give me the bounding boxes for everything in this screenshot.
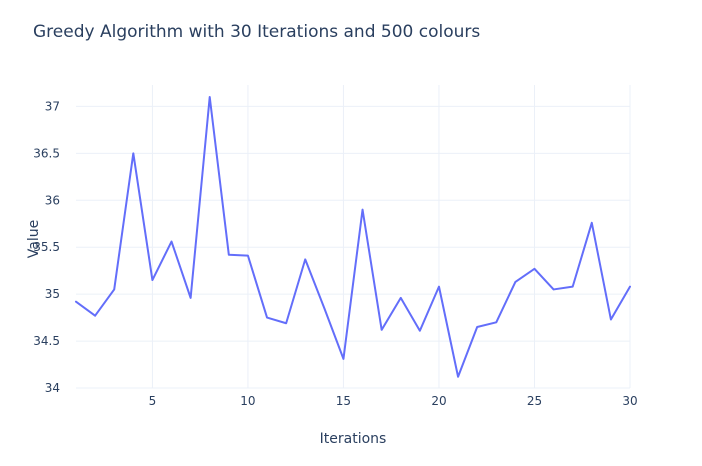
series-layer — [72, 93, 634, 381]
data-point[interactable] — [91, 312, 99, 320]
data-point[interactable] — [569, 283, 577, 291]
x-axis-ticks: 5 10 15 20 25 30 — [149, 394, 638, 408]
data-point[interactable] — [168, 238, 176, 246]
data-point[interactable] — [492, 318, 500, 326]
data-point[interactable] — [511, 278, 519, 286]
y-tick-label: 34.5 — [33, 334, 60, 348]
data-point[interactable] — [550, 285, 558, 293]
grid — [76, 85, 631, 389]
x-tick-label: 10 — [240, 394, 255, 408]
y-axis-ticks: 34 34.5 35 35.5 36 36.5 37 — [33, 99, 60, 395]
data-point[interactable] — [473, 323, 481, 331]
x-tick-label: 25 — [527, 394, 542, 408]
x-tick-label: 20 — [431, 394, 446, 408]
y-tick-label: 36.5 — [33, 146, 60, 160]
data-point[interactable] — [454, 373, 462, 381]
data-point[interactable] — [72, 298, 80, 306]
y-tick-label: 37 — [45, 99, 60, 113]
data-point[interactable] — [187, 294, 195, 302]
data-point[interactable] — [607, 315, 615, 323]
y-axis-title: Value — [26, 220, 42, 258]
x-axis-title: Iterations — [320, 431, 387, 447]
data-point[interactable] — [339, 355, 347, 363]
x-tick-label: 5 — [149, 394, 157, 408]
data-point[interactable] — [301, 255, 309, 263]
data-point[interactable] — [282, 319, 290, 327]
y-tick-label: 35 — [45, 287, 60, 301]
y-tick-label: 36 — [45, 193, 60, 207]
data-point[interactable] — [320, 304, 328, 312]
data-point[interactable] — [206, 93, 214, 101]
series-line — [75, 96, 631, 378]
data-point[interactable] — [626, 283, 634, 291]
data-point[interactable] — [378, 326, 386, 334]
data-point[interactable] — [530, 265, 538, 273]
data-point[interactable] — [244, 252, 252, 260]
data-point[interactable] — [588, 219, 596, 227]
data-point[interactable] — [148, 276, 156, 284]
data-point[interactable] — [129, 149, 137, 157]
data-point[interactable] — [225, 251, 233, 259]
data-point[interactable] — [416, 327, 424, 335]
x-tick-label: 30 — [622, 394, 637, 408]
data-point[interactable] — [110, 285, 118, 293]
data-point[interactable] — [263, 314, 271, 322]
chart-title: Greedy Algorithm with 30 Iterations and … — [33, 22, 480, 42]
data-point[interactable] — [435, 283, 443, 291]
y-tick-label: 35.5 — [33, 240, 60, 254]
y-tick-label: 34 — [45, 381, 60, 395]
data-point[interactable] — [359, 206, 367, 214]
x-tick-label: 15 — [336, 394, 351, 408]
data-point[interactable] — [397, 294, 405, 302]
